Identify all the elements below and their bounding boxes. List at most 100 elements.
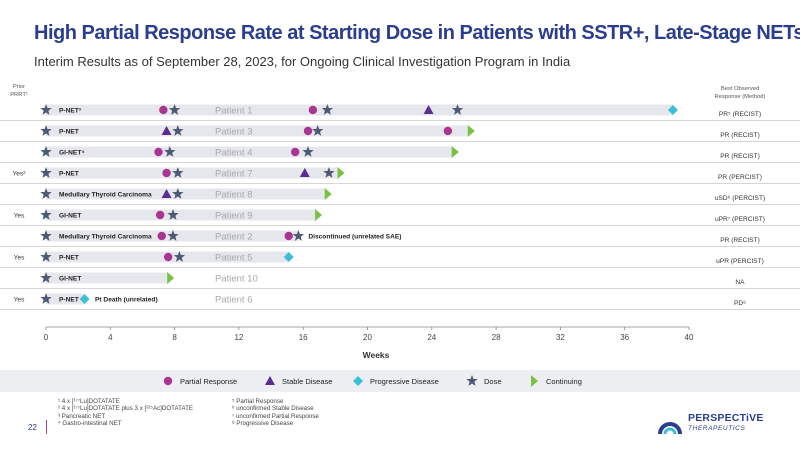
x-tick-label: 4: [108, 333, 113, 342]
x-tick-label: 28: [492, 333, 501, 342]
best-response-value: PR (PERCIST): [718, 174, 762, 181]
note-label: Pt Death (unrelated): [95, 297, 158, 304]
dose-marker: [164, 146, 176, 157]
tumor-type-label: P-NET: [59, 297, 79, 304]
tumor-type-label: Medullary Thyroid Carcinoma: [59, 234, 152, 241]
x-tick-label: 0: [44, 333, 49, 342]
dose-marker: [40, 251, 52, 262]
tumor-type-label: P-NET: [59, 255, 79, 262]
partial-response-marker: [155, 210, 165, 220]
dose-marker: [40, 146, 52, 157]
partial-response-marker: [284, 231, 293, 241]
dose-marker: [451, 104, 464, 115]
page-divider: [46, 420, 47, 434]
x-tick-label: 16: [299, 333, 308, 342]
continuing-marker: [451, 146, 459, 158]
dose-marker: [172, 167, 184, 178]
legend-marker: [466, 375, 478, 386]
footnote: ⁸ Progressive Disease: [232, 420, 294, 428]
patient-label: Patient 2: [215, 232, 253, 243]
footnote: ⁷ unconfirmed Partial Response: [232, 412, 319, 420]
x-tick-label: 32: [556, 333, 565, 342]
page-number: 22: [28, 423, 37, 432]
dose-marker: [40, 293, 52, 304]
note-label: Discontinued (unrelated SAE): [308, 234, 401, 241]
partial-response-marker: [303, 126, 313, 136]
patient-label: Patient 6: [215, 295, 253, 306]
dose-marker: [172, 188, 184, 199]
x-tick-label: 24: [427, 333, 436, 342]
tumor-type-label: P-NET: [59, 171, 79, 178]
patient-label: Patient 4: [215, 148, 253, 159]
tumor-type-label: GI-NET: [59, 213, 81, 220]
x-tick-label: 36: [620, 333, 629, 342]
partial-response-marker: [157, 231, 166, 241]
patient-label: Patient 10: [215, 274, 258, 285]
legend-label: Stable Disease: [282, 377, 332, 386]
dose-marker: [40, 125, 52, 136]
best-response-value: uSD⁶ (PERCIST): [715, 195, 765, 202]
footnote: ¹ 4 x [¹⁷⁷Lu]DOTATATE: [58, 398, 120, 405]
patient-label: Patient 9: [215, 211, 253, 222]
patient-label: Patient 7: [215, 169, 253, 180]
continuing-marker: [337, 167, 345, 179]
footnotes-right: ⁵ Partial Response ⁶ unconfirmed Stable …: [232, 398, 319, 428]
continuing-marker: [324, 188, 332, 200]
x-tick-label: 20: [363, 333, 372, 342]
duration-bar: [46, 188, 326, 200]
best-response-value: PD⁸: [734, 300, 746, 307]
legend-marker: [265, 376, 275, 385]
legend-marker: [531, 375, 538, 387]
best-response-value: PR (RECIST): [720, 132, 760, 139]
best-response-header: Response (Method): [715, 94, 766, 100]
dose-marker: [292, 230, 305, 241]
best-response-value: NA: [735, 279, 745, 286]
patient-label: Patient 3: [215, 127, 253, 138]
partial-response-marker: [154, 147, 163, 157]
dose-marker: [40, 188, 52, 199]
legend-marker: [163, 376, 173, 386]
duration-bar: [46, 272, 169, 284]
x-tick-label: 8: [172, 333, 177, 342]
continuing-marker: [315, 209, 323, 221]
legend-band: [0, 370, 800, 392]
x-tick-label: 12: [234, 333, 243, 342]
duration-bar: [46, 146, 453, 158]
tumor-type-label: GI-NET⁴: [59, 150, 85, 157]
duration-bar: [46, 209, 317, 221]
patient-label: Patient 1: [215, 106, 253, 117]
best-response-value: uPR (PERCIST): [716, 258, 764, 265]
legend-label: Progressive Disease: [370, 377, 439, 386]
partial-response-marker: [308, 105, 318, 115]
footnote: ² 4 x [¹⁷⁷Lu]DOTATATE plus 3 x [²²⁵Ac]DO…: [58, 405, 194, 413]
dose-marker: [311, 125, 324, 136]
dose-marker: [40, 167, 52, 178]
page-title: High Partial Response Rate at Starting D…: [34, 22, 800, 44]
x-tick-label: 40: [685, 333, 694, 342]
partial-response-marker: [162, 168, 171, 178]
progressive-disease-marker: [667, 105, 678, 115]
dose-marker: [40, 230, 52, 241]
legend-label: Dose: [484, 377, 502, 386]
stable-disease-marker: [161, 126, 172, 135]
stable-disease-marker: [299, 168, 310, 177]
patient-label: Patient 5: [215, 253, 253, 264]
patient-label: Patient 8: [215, 190, 253, 201]
page-subtitle: Interim Results as of September 28, 2023…: [34, 54, 571, 69]
dose-marker: [167, 209, 179, 220]
best-response-header: Best Observed: [721, 86, 759, 92]
best-response-value: PR (RECIST): [720, 237, 760, 244]
prior-prrt-value: Yes: [14, 255, 25, 262]
dose-marker: [40, 209, 52, 220]
footnote: ³ Pancreatic NET: [58, 412, 106, 420]
legend-label: Continuing: [546, 377, 582, 386]
prior-prrt-header: Prior: [13, 84, 25, 90]
duration-bar: [46, 125, 469, 137]
prior-prrt-value: Yes: [14, 213, 25, 220]
tumor-type-label: GI-NET: [59, 276, 81, 283]
stable-disease-marker: [423, 105, 434, 114]
prior-prrt-value: Yes: [14, 297, 25, 304]
best-response-value: uPR⁷ (PERCIST): [715, 216, 765, 223]
tumor-type-label: P-NET: [59, 129, 79, 136]
